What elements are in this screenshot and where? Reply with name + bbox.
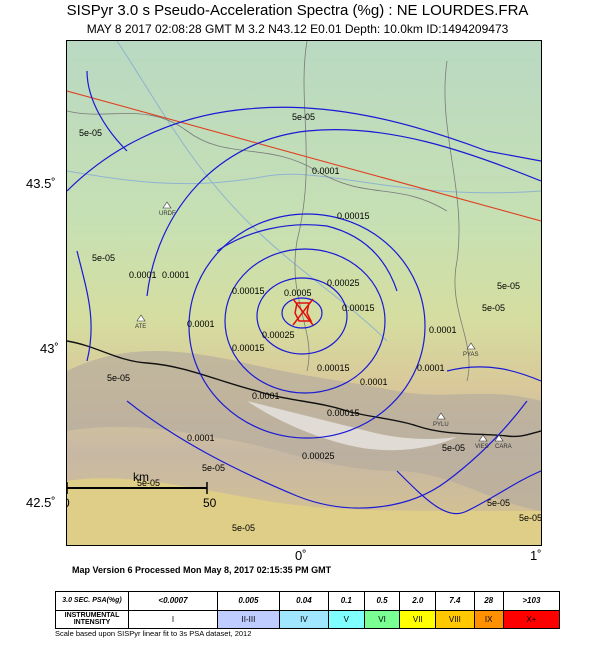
intensity-cell: V xyxy=(327,609,365,629)
station-label: URDF xyxy=(159,211,176,217)
contour-label: 0.00025 xyxy=(327,278,360,288)
contour-label: 5e-05 xyxy=(497,281,520,291)
lat-label: 43.5˚ xyxy=(26,176,56,191)
fault-line xyxy=(67,90,541,222)
snow-peaks xyxy=(247,401,457,451)
scale-unit-label: km xyxy=(133,470,149,484)
psa-value: 0.5 xyxy=(363,591,401,611)
station-label: PYAS xyxy=(463,352,479,358)
scale-bar: km 0 50 xyxy=(67,470,217,510)
contour-label: 5e-05 xyxy=(137,478,160,488)
national-border xyxy=(67,340,541,438)
psa-value: 28 xyxy=(473,591,504,611)
contour-label: 5e-05 xyxy=(487,498,510,508)
contour-label: 0.00015 xyxy=(327,408,360,418)
intensity-header: INSTRUMENTAL INTENSITY xyxy=(55,609,129,629)
scale-tick-label: 0 xyxy=(67,496,70,510)
psa-value: <0.0007 xyxy=(128,591,218,611)
psa-contours xyxy=(67,70,541,515)
contour-label: 0.0001 xyxy=(312,166,340,176)
psa-header: 3.0 SEC. PSA(%g) xyxy=(55,591,129,611)
intensity-cell: X+ xyxy=(502,609,561,629)
contour-label: 5e-05 xyxy=(107,373,130,383)
station-icon xyxy=(478,434,488,442)
station-label: ATE xyxy=(135,324,146,330)
contour-label: 0.00025 xyxy=(262,330,295,340)
contour-label: 0.0005 xyxy=(284,288,312,298)
intensity-cell: VIII xyxy=(435,609,475,629)
station-icon xyxy=(436,412,446,420)
contour-label: 5e-05 xyxy=(202,463,225,473)
contour-label: 0.0001 xyxy=(360,377,388,387)
epicenter-icon xyxy=(292,298,314,326)
contour-label: 0.0001 xyxy=(417,363,445,373)
lat-label: 42.5˚ xyxy=(26,495,56,510)
lat-label: 43˚ xyxy=(40,341,59,356)
contour-label: 0.00025 xyxy=(302,451,335,461)
contour-label: 0.00015 xyxy=(232,343,265,353)
station-icon xyxy=(494,434,504,442)
admin-borders xyxy=(67,41,470,382)
contour-label: 0.0001 xyxy=(129,270,157,280)
lon-label: 1˚ xyxy=(530,548,542,563)
contour-label: 5e-05 xyxy=(292,112,315,122)
intensity-cell: VII xyxy=(399,609,437,629)
station-icon xyxy=(136,314,146,322)
intensity-cell: I xyxy=(128,609,218,629)
contour-label: 0.00015 xyxy=(342,303,375,313)
contour-label: 0.00015 xyxy=(317,363,350,373)
psa-value: 0.04 xyxy=(278,591,329,611)
psa-value: 0.005 xyxy=(216,591,280,611)
psa-value: >103 xyxy=(502,591,561,611)
map-canvas: URDF ATE PYAS PYLU VIES CARA 5e-05 5e-05… xyxy=(67,41,541,545)
intensity-cell: IV xyxy=(278,609,329,629)
scale-note: Scale based upon SISPyr linear fit to 3s… xyxy=(55,629,252,638)
station-label: PYLU xyxy=(433,422,449,428)
contour-label: 0.0001 xyxy=(252,391,280,401)
station-label: CARA xyxy=(495,444,512,450)
contour-label: 5e-05 xyxy=(79,128,102,138)
shakemap[interactable]: URDF ATE PYAS PYLU VIES CARA 5e-05 5e-05… xyxy=(66,40,542,546)
map-version: Map Version 6 Processed Mon May 8, 2017 … xyxy=(72,565,332,575)
psa-value: 0.1 xyxy=(327,591,365,611)
psa-value: 2.0 xyxy=(399,591,437,611)
intensity-legend: 3.0 SEC. PSA(%g) <0.0007 0.005 0.04 0.1 … xyxy=(55,591,561,629)
contour-label: 5e-05 xyxy=(482,303,505,313)
station-label: VIES xyxy=(475,444,489,450)
contour-label: 0.0001 xyxy=(187,319,215,329)
contour-label: 0.0001 xyxy=(162,270,190,280)
contour-label: 5e-05 xyxy=(232,523,255,533)
psa-value: 7.4 xyxy=(435,591,475,611)
intensity-cell: VI xyxy=(363,609,401,629)
contour-label: 0.00015 xyxy=(232,286,265,296)
contour-label: 5e-05 xyxy=(92,253,115,263)
contour-label: 0.0001 xyxy=(187,433,215,443)
pyrenees-relief xyxy=(67,351,541,511)
station-icon xyxy=(466,342,476,350)
contour-label: 5e-05 xyxy=(442,443,465,453)
event-info: MAY 8 2017 02:08:28 GMT M 3.2 N43.12 E0.… xyxy=(86,22,509,36)
map-title: SISPyr 3.0 s Pseudo-Acceleration Spectra… xyxy=(66,2,529,19)
lon-label: 0˚ xyxy=(295,548,307,563)
intensity-cell: II-III xyxy=(216,609,280,629)
contour-label: 0.0001 xyxy=(429,325,457,335)
contour-label: 5e-05 xyxy=(519,513,541,523)
contour-label: 0.00015 xyxy=(337,211,370,221)
lowland-south xyxy=(67,478,541,545)
intensity-cell: IX xyxy=(473,609,504,629)
station-markers xyxy=(136,201,504,442)
scale-tick-label: 50 xyxy=(203,496,217,510)
station-icon xyxy=(162,201,172,209)
